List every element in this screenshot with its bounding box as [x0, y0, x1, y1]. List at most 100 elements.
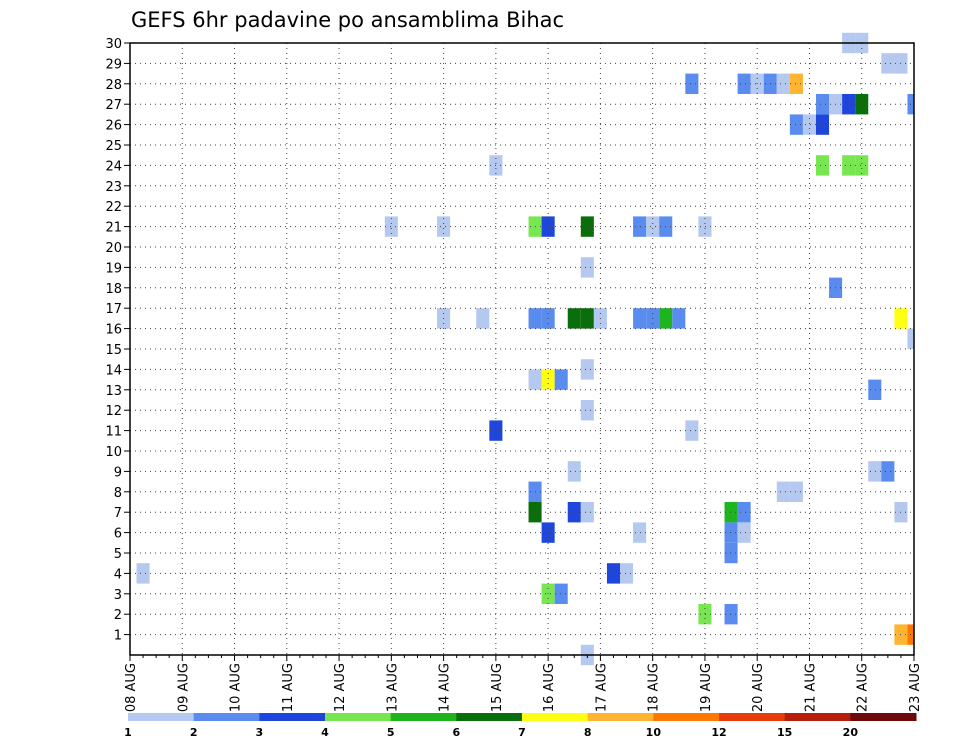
ensemble-cell [881, 461, 895, 482]
colorbar-label: 2 [190, 726, 198, 739]
colorbar-legend: 1 2 3 4 5 6 7 8 10 12 15 20 [124, 713, 917, 739]
y-tick-label: 20 [105, 241, 122, 256]
ensemble-cell [724, 542, 738, 564]
ensemble-cell [606, 563, 620, 584]
y-tick-label: 12 [105, 404, 122, 419]
colorbar-label: 15 [777, 726, 792, 739]
y-tick-label: 25 [105, 139, 122, 154]
y-axis: 1234567891011121314151617181920212223242… [105, 37, 130, 644]
colorbar-swatch [850, 713, 917, 721]
colorbar-label: 8 [584, 726, 592, 739]
ensemble-cell [881, 53, 895, 74]
y-tick-label: 2 [114, 608, 122, 623]
ensemble-cell [554, 583, 568, 604]
y-tick-label: 7 [114, 506, 122, 521]
y-tick-label: 28 [105, 78, 122, 93]
colorbar-swatch [193, 713, 260, 721]
x-tick-label: 21 AUG [803, 663, 818, 712]
y-tick-label: 27 [105, 98, 122, 113]
ensemble-cell [580, 216, 594, 237]
colorbar-swatch [653, 713, 720, 721]
colorbar-swatch [456, 713, 523, 721]
ensemble-cell [541, 369, 555, 390]
colorbar-label: 6 [453, 726, 461, 739]
ensemble-cell [685, 73, 699, 94]
x-tick-label: 18 AUG [647, 663, 662, 712]
ensemble-cell [633, 308, 647, 329]
ensemble-cell [633, 522, 647, 543]
ensemble-cell [724, 522, 738, 543]
ensemble-cell [724, 604, 738, 625]
chart-title: GEFS 6hr padavine po ansamblima Bihac [131, 8, 564, 32]
y-tick-label: 21 [105, 221, 122, 236]
colorbar-label: 1 [124, 726, 132, 739]
colorbar-label: 7 [518, 726, 526, 739]
y-tick-label: 5 [114, 547, 122, 562]
x-tick-label: 19 AUG [699, 663, 714, 712]
y-tick-label: 13 [105, 384, 122, 399]
ensemble-cell [816, 114, 830, 135]
y-tick-label: 10 [105, 445, 122, 460]
y-tick-label: 18 [105, 282, 122, 297]
ensemble-cell [855, 155, 869, 176]
colorbar-swatch [325, 713, 392, 721]
colorbar-swatch [128, 713, 195, 721]
ensemble-cell [737, 73, 751, 94]
ensemble-cell [580, 400, 594, 421]
colorbar-swatch [522, 713, 589, 721]
ensemble-cell [855, 94, 869, 115]
ensemble-cell [907, 328, 914, 349]
x-tick-label: 08 AUG [124, 663, 139, 712]
y-tick-label: 29 [105, 57, 122, 72]
colorbar-label: 5 [387, 726, 395, 739]
y-tick-label: 17 [105, 302, 122, 317]
ensemble-cell [789, 73, 803, 94]
colorbar-label: 12 [711, 726, 726, 739]
ensemble-cell [789, 481, 803, 502]
x-tick-label: 22 AUG [856, 663, 871, 712]
ensemble-cell [646, 216, 660, 237]
ensemble-cell [620, 563, 634, 584]
ensemble-cell [541, 522, 555, 543]
ensemble-cell [567, 308, 581, 329]
ensemble-cell [868, 379, 882, 400]
ensemble-cell [633, 216, 647, 237]
y-tick-label: 24 [105, 159, 122, 174]
x-tick-label: 20 AUG [751, 663, 766, 712]
ensemble-cell [528, 308, 542, 329]
ensemble-cell [541, 216, 555, 237]
ensemble-cell [685, 420, 699, 441]
ensemble-cell [580, 257, 594, 278]
colorbar-label: 10 [646, 726, 662, 739]
grid-lines [130, 43, 914, 655]
ensemble-cell [802, 114, 816, 135]
ensemble-cell [580, 502, 594, 523]
x-tick-label: 09 AUG [176, 663, 191, 712]
x-tick-label: 15 AUG [490, 663, 505, 712]
ensemble-cell [842, 155, 856, 176]
colorbar-label: 20 [843, 726, 859, 739]
colorbar-label: 3 [256, 726, 264, 739]
ensemble-cell [476, 308, 490, 329]
ensemble-cell [528, 369, 542, 390]
y-tick-label: 22 [105, 200, 122, 215]
y-tick-label: 30 [105, 37, 122, 52]
y-tick-label: 19 [105, 261, 122, 276]
y-tick-label: 4 [114, 567, 122, 582]
ensemble-cell [580, 308, 594, 329]
x-tick-label: 10 AUG [229, 663, 244, 712]
ensemble-cell [776, 481, 790, 502]
y-tick-label: 1 [114, 629, 122, 644]
ensemble-cell [136, 563, 150, 584]
colorbar-swatch [259, 713, 326, 721]
ensemble-cell [698, 216, 712, 237]
colorbar-swatch [784, 713, 851, 721]
x-tick-label: 11 AUG [281, 663, 296, 712]
y-tick-label: 23 [105, 180, 122, 195]
ensemble-cell [842, 94, 856, 115]
y-tick-label: 9 [114, 465, 122, 480]
y-tick-label: 16 [105, 323, 122, 338]
ensemble-cell [672, 308, 686, 329]
ensemble-cell [698, 604, 712, 625]
